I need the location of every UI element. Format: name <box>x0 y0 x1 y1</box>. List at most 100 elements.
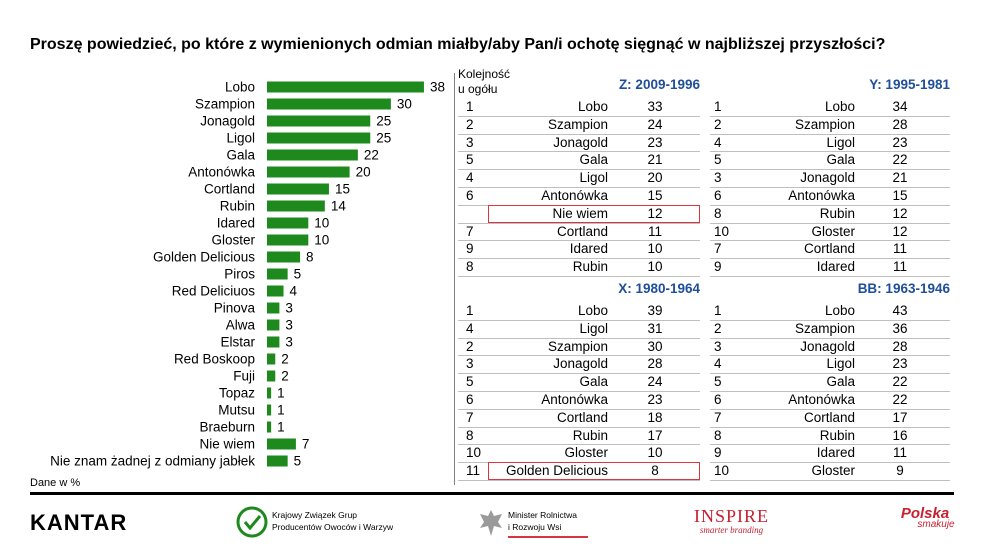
rank-cell: 8 <box>714 427 722 443</box>
rank-cell: 6 <box>714 392 722 407</box>
rank-cell: 3 <box>714 170 722 186</box>
category-label: Rubin <box>220 199 255 214</box>
row-divider <box>458 480 700 481</box>
row-divider <box>710 187 950 188</box>
row-divider <box>458 408 700 410</box>
inspire-logo: INSPIRE smarter branding <box>694 506 769 535</box>
category-label: Topaz <box>219 386 255 401</box>
row-divider <box>458 169 700 171</box>
variety-cell: Jonagold <box>553 134 608 150</box>
value-cell: 11 <box>892 259 907 275</box>
variety-cell: Cortland <box>803 409 855 425</box>
variety-cell: Golden Delicious <box>505 463 608 479</box>
value-cell: 21 <box>647 152 663 168</box>
value-cell: 16 <box>892 427 908 443</box>
rank-cell: 8 <box>714 205 722 221</box>
kzg-line2: Producentów Owoców i Warzyw <box>272 522 394 532</box>
row-divider <box>710 133 950 135</box>
row-divider <box>710 240 950 242</box>
rank-cell: 2 <box>714 320 722 336</box>
value-cell: 21 <box>892 170 908 186</box>
data-label: 3 <box>285 335 293 350</box>
value-cell: 15 <box>647 188 663 203</box>
data-label: 5 <box>294 454 302 469</box>
rank-cell: 4 <box>714 356 722 372</box>
bar <box>267 387 272 399</box>
row-divider <box>710 462 950 464</box>
value-cell: 10 <box>647 241 663 257</box>
data-label: 2 <box>281 352 289 367</box>
value-cell: 9 <box>896 463 904 479</box>
polska-smakuje-logo: Polska smakuje <box>890 505 960 530</box>
kzg-logo: Krajowy Związek Grup Producentów Owoców … <box>236 506 406 538</box>
rank-cell: 3 <box>466 134 474 150</box>
data-label: 30 <box>397 97 412 112</box>
bar <box>267 183 329 195</box>
kzg-emblem-icon <box>236 506 268 538</box>
row-divider <box>710 426 950 428</box>
rank-header-line1: Kolejność <box>458 67 511 81</box>
bar <box>267 353 276 365</box>
value-cell: 24 <box>647 116 663 132</box>
bar <box>267 115 371 127</box>
row-divider <box>710 373 950 375</box>
category-label: Red Deliciuos <box>172 284 256 299</box>
row-divider <box>710 337 950 339</box>
rank-cell: 10 <box>714 463 730 479</box>
table-title: Y: 1995-1981 <box>869 77 950 92</box>
variety-cell: Nie wiem <box>552 205 608 221</box>
row-divider <box>458 240 700 242</box>
rank-cell: 10 <box>714 223 730 239</box>
rank-cell: 3 <box>714 338 722 354</box>
rank-cell: 2 <box>466 116 474 132</box>
variety-cell: Antonówka <box>541 392 608 407</box>
value-cell: 33 <box>647 99 663 114</box>
category-label: Antonówka <box>188 165 255 180</box>
bar <box>267 132 371 144</box>
data-label: 1 <box>277 403 285 418</box>
row-divider <box>710 115 950 117</box>
rank-cell: 8 <box>466 259 474 275</box>
value-cell: 23 <box>647 134 663 150</box>
value-cell: 31 <box>647 320 663 336</box>
rank-cell: 2 <box>714 116 722 132</box>
rank-cell: 7 <box>466 409 474 425</box>
inspire-wordmark: INSPIRE <box>694 506 770 526</box>
category-label: Gloster <box>211 233 255 248</box>
value-cell: 28 <box>647 356 663 372</box>
value-cell: 28 <box>892 338 908 354</box>
data-label: 3 <box>285 301 293 316</box>
variety-cell: Cortland <box>803 241 855 257</box>
rank-cell: 10 <box>466 445 482 461</box>
table-title: BB: 1963-1946 <box>857 281 950 296</box>
bar <box>267 234 309 246</box>
rank-cell: 5 <box>714 152 722 168</box>
variety-cell: Rubin <box>819 427 855 443</box>
row-divider <box>710 444 950 446</box>
category-label: Ligol <box>226 131 255 146</box>
value-cell: 28 <box>892 116 908 132</box>
bar <box>267 319 280 331</box>
value-cell: 18 <box>647 409 663 425</box>
data-label: 38 <box>430 80 445 95</box>
rank-cell: 9 <box>714 445 722 461</box>
row-divider <box>458 391 700 392</box>
variety-cell: Gala <box>826 152 855 168</box>
table-title: X: 1980-1964 <box>618 281 700 296</box>
data-label: 25 <box>376 131 391 146</box>
rank-cell: 1 <box>466 303 474 318</box>
value-cell: 22 <box>892 392 908 407</box>
variety-cell: Jonagold <box>800 338 855 354</box>
bar <box>267 98 391 110</box>
bar <box>267 302 280 314</box>
minister-line2: i Rozwoju Wsi <box>508 522 562 532</box>
rank-cell: 7 <box>714 241 722 257</box>
row-divider <box>710 319 950 321</box>
variety-cell: Rubin <box>819 205 855 221</box>
category-label: Elstar <box>220 335 255 350</box>
bar <box>267 268 288 280</box>
row-divider <box>458 187 700 188</box>
variety-cell: Gloster <box>811 463 855 479</box>
variety-cell: Idared <box>816 445 855 461</box>
